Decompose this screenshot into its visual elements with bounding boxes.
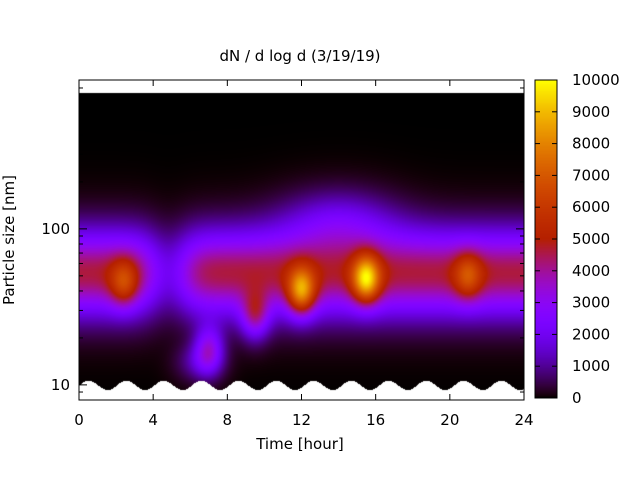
x-tick-label: 12	[292, 411, 311, 429]
colorbar-tick-label: 4000	[572, 262, 610, 280]
y-axis: 10 100	[41, 79, 524, 401]
x-tick-label: 4	[148, 411, 158, 429]
y-tick-label: 100	[41, 220, 70, 238]
colorbar-tick-label: 9000	[572, 103, 610, 121]
colorbar-tick-label: 5000	[572, 230, 610, 248]
x-tick-label: 24	[514, 411, 533, 429]
colorbar-tick-label: 7000	[572, 166, 610, 184]
colorbar-ticks: 0 1000 2000 3000 4000 5000 6000 7000 8000 9000 100…	[535, 71, 620, 407]
plot-area	[78, 79, 525, 401]
y-axis-label: Particle size [nm]	[0, 175, 18, 305]
y-tick-label: 10	[51, 376, 70, 394]
colorbar-tick-label: 3000	[572, 294, 610, 312]
x-axis-label: Time [hour]	[255, 435, 344, 453]
colorbar-tick-label: 8000	[572, 135, 610, 153]
x-tick-label: 20	[440, 411, 459, 429]
colorbar-gradient	[535, 80, 557, 398]
colorbar: 0 1000 2000 3000 4000 5000 6000 7000 8000 9000 100…	[534, 71, 620, 407]
x-axis: 0 4 8 12 16 20 24	[74, 80, 534, 429]
colorbar-tick-label: 6000	[572, 198, 610, 216]
colorbar-tick-label: 10000	[572, 71, 620, 89]
colorbar-tick-label: 2000	[572, 325, 610, 343]
x-tick-label: 8	[223, 411, 233, 429]
x-tick-label: 0	[74, 411, 84, 429]
chart-title: dN / d log d (3/19/19)	[219, 47, 380, 65]
heatmap-image	[79, 88, 524, 400]
x-tick-label: 16	[366, 411, 385, 429]
colorbar-tick-label: 1000	[572, 357, 610, 375]
colorbar-tick-label: 0	[572, 389, 582, 407]
